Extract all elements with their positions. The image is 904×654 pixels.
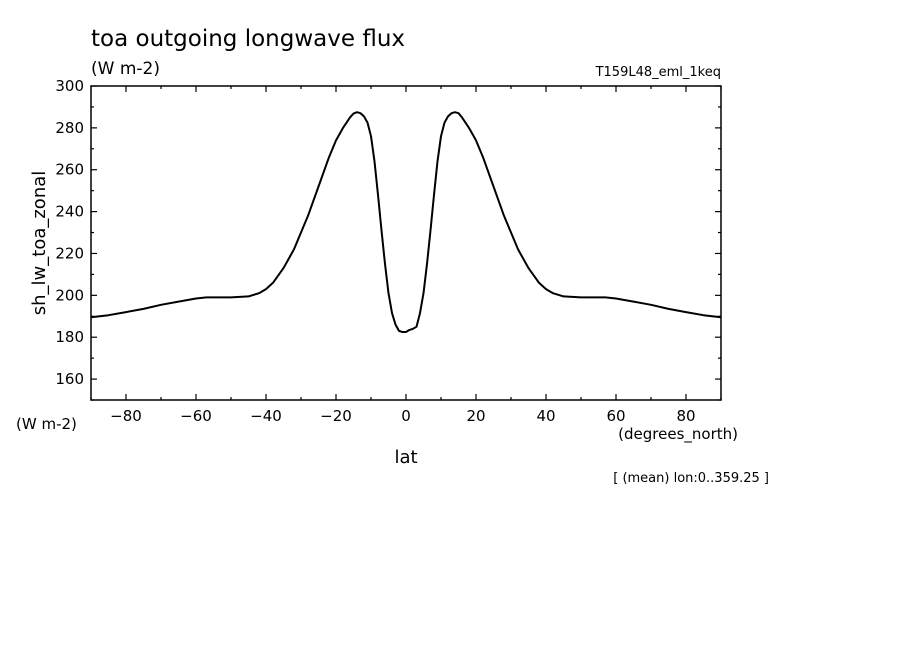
- x-tick-label: −20: [320, 407, 352, 425]
- y-axis-units: (W m-2): [16, 415, 77, 433]
- title-units: (W m-2): [91, 59, 160, 79]
- x-tick-label: 60: [606, 407, 625, 425]
- footnote: [ (mean) lon:0..359.25 ]: [613, 471, 769, 486]
- chart-title: toa outgoing longwave flux: [91, 26, 405, 52]
- x-tick-label: 0: [401, 407, 411, 425]
- y-axis-ticks: 160 180 200 220 240 260 280 300: [55, 77, 721, 401]
- y-tick-label: 240: [55, 203, 84, 221]
- y-tick-label: 200: [55, 286, 84, 304]
- series-line: [90, 111, 722, 333]
- y-tick-label: 260: [55, 161, 84, 179]
- x-tick-label: 80: [676, 407, 695, 425]
- x-axis-ticks: −80 −60 −40 −20 0 20 40 60 80: [90, 86, 722, 425]
- x-tick-label: −40: [250, 407, 282, 425]
- y-axis-label: sh_lw_toa_zonal: [29, 171, 50, 316]
- x-axis-label: lat: [394, 447, 417, 468]
- x-tick-label: 20: [466, 407, 485, 425]
- y-tick-label: 180: [55, 328, 84, 346]
- x-tick-label: −80: [110, 407, 142, 425]
- experiment-label: T159L48_eml_1keq: [595, 65, 721, 80]
- plot-frame: [90, 85, 722, 401]
- x-axis-units: (degrees_north): [618, 425, 738, 444]
- y-tick-label: 300: [55, 77, 84, 95]
- y-tick-label: 160: [55, 370, 84, 388]
- x-tick-label: −60: [180, 407, 212, 425]
- x-tick-label: 40: [536, 407, 555, 425]
- y-tick-label: 220: [55, 244, 84, 262]
- y-tick-label: 280: [55, 119, 84, 137]
